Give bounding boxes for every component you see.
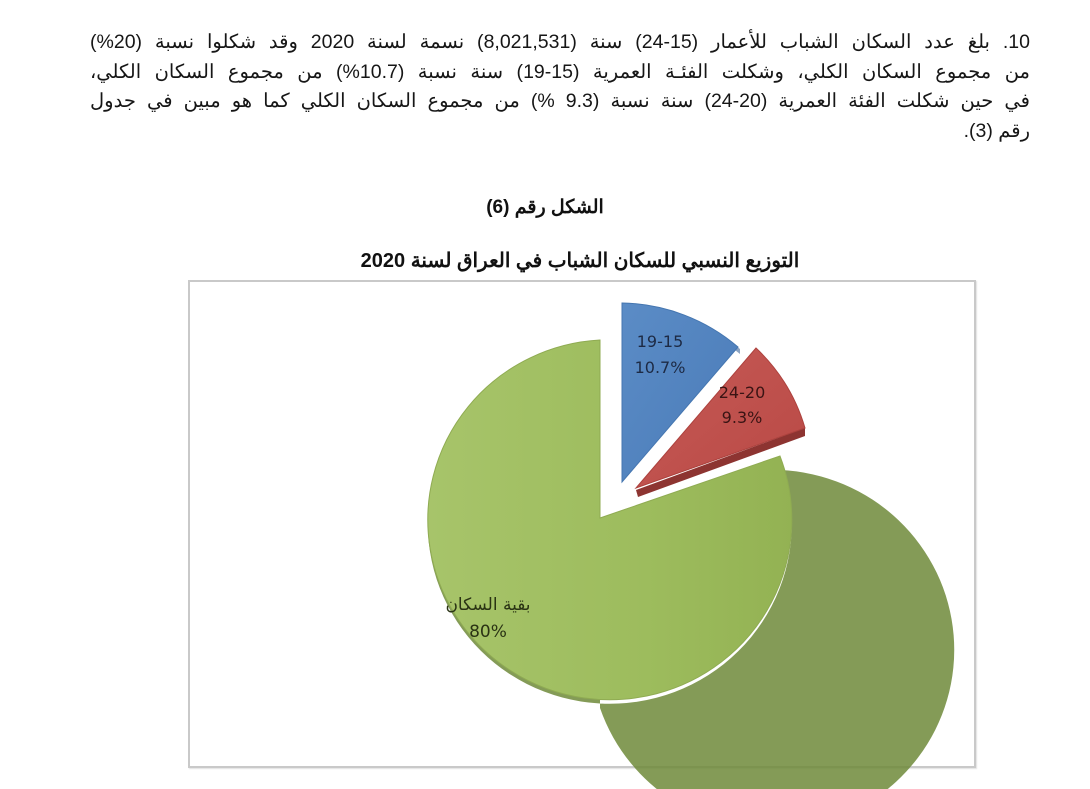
pie-slice-20-24[interactable] bbox=[634, 347, 806, 490]
chart-title: التوزيع النسبي للسكان الشباب في العراق ل… bbox=[360, 250, 800, 272]
paragraph-line-1: 10. بلغ عدد السكان الشباب للأعمار (15-24… bbox=[90, 31, 1030, 53]
pie-slice-rest-of-population[interactable] bbox=[427, 339, 793, 701]
body-paragraph: 10. بلغ عدد السكان الشباب للأعمار (15-24… bbox=[90, 28, 1030, 146]
paragraph-line-4: رقم (3). bbox=[963, 119, 1030, 142]
figure-caption: الشكل رقم (6) bbox=[486, 197, 604, 218]
label-rest-category: بقية السكان bbox=[445, 595, 530, 615]
pie-slice-15-19[interactable] bbox=[621, 302, 739, 484]
paragraph-line-3: في حين شكلت الفئة العمرية (20-24) سنة نس… bbox=[90, 90, 1030, 112]
label-15-19-category: 19-15 bbox=[637, 332, 684, 351]
pie-slice-20-24-edge bbox=[636, 428, 805, 497]
label-15-19-value: 10.7% bbox=[635, 358, 686, 377]
label-20-24-category: 24-20 bbox=[719, 383, 766, 402]
paragraph-line-2: من مجموع السكان الكلي، وشكلت الفئـة العم… bbox=[90, 60, 1030, 83]
label-rest-value: 80% bbox=[469, 622, 507, 642]
label-20-24-value: 9.3% bbox=[722, 408, 763, 427]
